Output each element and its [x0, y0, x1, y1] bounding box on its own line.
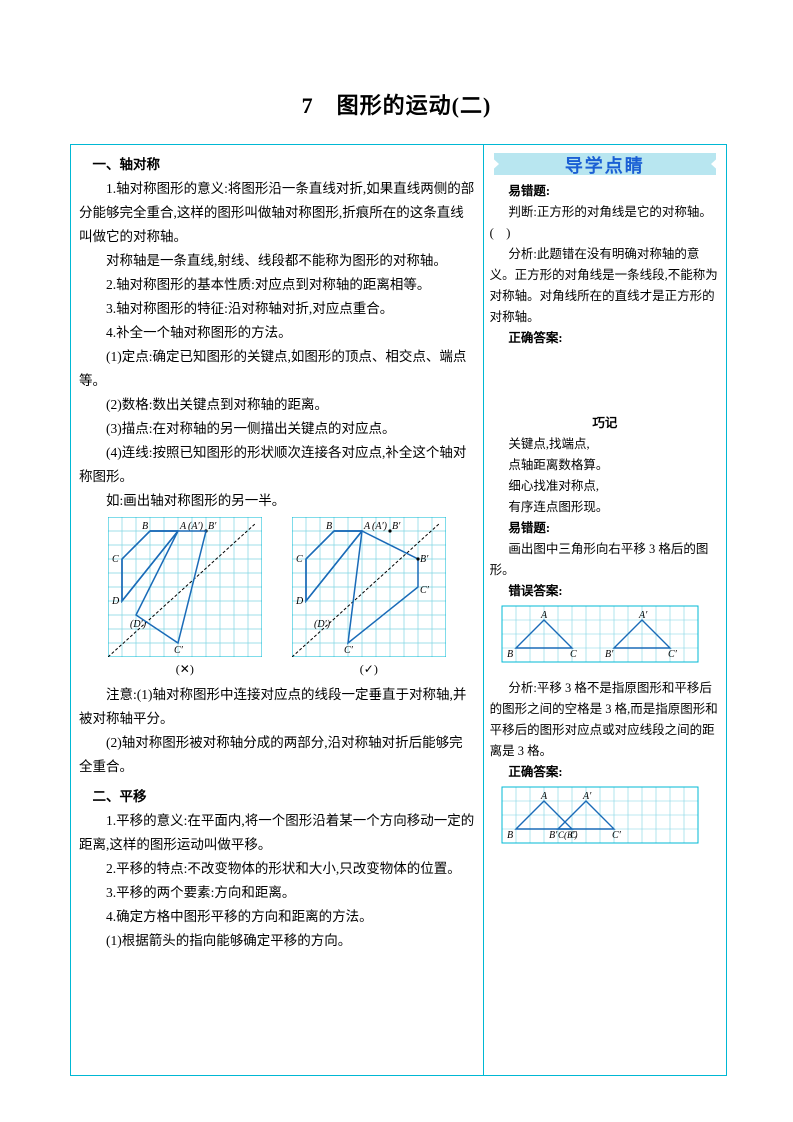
- svg-text:B: B: [507, 830, 513, 841]
- para-q3: 3.平移的两个要素:方向和距离。: [79, 881, 475, 905]
- page-title: 7 图形的运动(二): [0, 0, 793, 144]
- svg-text:C: C: [112, 554, 119, 565]
- para-5a: (1)定点:确定已知图形的关键点,如图形的顶点、相交点、端点等。: [79, 345, 475, 393]
- sidebar-r2: 分析:此题错在没有明确对称轴的意义。正方形的对角线是一条线段,不能称为对称轴。对…: [490, 244, 720, 328]
- sidebar-r5: 错误答案:: [490, 581, 720, 602]
- sidebar-m2: 点轴距离数格算。: [490, 455, 720, 476]
- sidebar-m4: 有序连点图形现。: [490, 497, 720, 518]
- main-column: 一、轴对称 1.轴对称图形的意义:将图形沿一条直线对折,如果直线两侧的部分能够完…: [71, 145, 484, 1075]
- figure-wrong: ABCD(A′)B′(D′)C′ (✕): [108, 517, 262, 680]
- figure-correct-label: (✓): [292, 659, 446, 680]
- sidebar-m1: 关键点,找端点,: [490, 434, 720, 455]
- section-2-heading: 二、平移: [79, 785, 475, 809]
- note-2: (2)轴对称图形被对称轴分成的两部分,沿对称轴对折后能够完全重合。: [79, 731, 475, 779]
- sidebar-h2: 巧记: [490, 413, 720, 434]
- svg-text:C′: C′: [668, 649, 678, 660]
- para-6: 如:画出轴对称图形的另一半。: [79, 489, 475, 513]
- para-q2: 2.平移的特点:不改变物体的形状和大小,只改变物体的位置。: [79, 857, 475, 881]
- svg-text:D: D: [111, 596, 120, 607]
- para-q4a: (1)根据箭头的指向能够确定平移的方向。: [79, 929, 475, 953]
- svg-text:A: A: [363, 521, 371, 532]
- svg-text:B: B: [507, 649, 513, 660]
- para-1: 1.轴对称图形的意义:将图形沿一条直线对折,如果直线两侧的部分能够完全重合,这样…: [79, 177, 475, 249]
- svg-text:A′: A′: [582, 791, 592, 802]
- sidebar-r4: 画出图中三角形向右平移 3 格后的图形。: [490, 539, 720, 581]
- figure-correct: A B C D (A′) B′ (D′) B′ C′ C′ (✓): [292, 517, 446, 680]
- sidebar-r1: 判断:正方形的对角线是它的对称轴。( ): [490, 202, 720, 244]
- svg-text:B′: B′: [420, 554, 429, 565]
- svg-text:C: C: [296, 554, 303, 565]
- svg-text:C′: C′: [174, 645, 184, 656]
- figure-wrong-label: (✕): [108, 659, 262, 680]
- svg-text:C′: C′: [344, 645, 354, 656]
- svg-text:B: B: [326, 521, 332, 532]
- note-1: 注意:(1)轴对称图形中连接对应点的线段一定垂直于对称轴,并被对称轴平分。: [79, 683, 475, 731]
- grid-correct-svg: A B C D (A′) B′ (D′) B′ C′ C′: [292, 517, 446, 657]
- correct-translation-svg: ABCA′B′C′C(B′): [500, 785, 710, 857]
- svg-text:B′: B′: [392, 521, 401, 532]
- svg-text:B′: B′: [208, 521, 217, 532]
- para-5: 4.补全一个轴对称图形的方法。: [79, 321, 475, 345]
- sidebar-h1: 易错题:: [490, 181, 720, 202]
- para-4: 3.轴对称图形的特征:沿对称轴对折,对应点重合。: [79, 297, 475, 321]
- sidebar-r7: 正确答案:: [490, 762, 720, 783]
- svg-text:B′: B′: [549, 830, 558, 841]
- para-3: 2.轴对称图形的基本性质:对应点到对称轴的距离相等。: [79, 273, 475, 297]
- symmetry-figures-row: A B C D (A′) B′ (D′) C′ (✕) A B C D (A′) B′ (D′) B′ C′ C…: [79, 517, 475, 680]
- svg-text:C: C: [570, 649, 577, 660]
- svg-text:C′: C′: [612, 830, 622, 841]
- svg-text:C(B′): C(B′): [558, 830, 577, 840]
- svg-text:(D′): (D′): [314, 619, 331, 630]
- para-5b: (2)数格:数出关键点到对称轴的距离。: [79, 393, 475, 417]
- para-5d: (4)连线:按照已知图形的形状顺次连接各对应点,补全这个轴对称图形。: [79, 441, 475, 489]
- svg-text:A′: A′: [638, 610, 648, 621]
- svg-text:B: B: [142, 521, 148, 532]
- para-q1: 1.平移的意义:在平面内,将一个图形沿着某一个方向移动一定的距离,这样的图形运动…: [79, 809, 475, 857]
- para-5c: (3)描点:在对称轴的另一侧描出关键点的对应点。: [79, 417, 475, 441]
- svg-text:C′: C′: [420, 585, 430, 596]
- sidebar-column: 导学点睛 易错题: 判断:正方形的对角线是它的对称轴。( ) 分析:此题错在没有…: [484, 145, 726, 1075]
- svg-text:B′: B′: [605, 649, 614, 660]
- wrong-translation-svg: A B C A′ B′ C′: [500, 604, 710, 676]
- sidebar-banner: 导学点睛: [490, 151, 720, 177]
- sidebar-r6: 分析:平移 3 格不是指原图形和平移后的图形之间的空格是 3 格,而是指原图形和…: [490, 678, 720, 762]
- sidebar-banner-text: 导学点睛: [490, 151, 720, 181]
- svg-text:(A′): (A′): [372, 521, 388, 532]
- svg-text:A: A: [540, 610, 548, 621]
- sidebar-r3: 正确答案:: [490, 328, 720, 349]
- section-1-heading: 一、轴对称: [79, 153, 475, 177]
- svg-text:D: D: [295, 596, 304, 607]
- sidebar-m3: 细心找准对称点,: [490, 476, 720, 497]
- para-q4: 4.确定方格中图形平移的方向和距离的方法。: [79, 905, 475, 929]
- grid-wrong-svg: ABCD(A′)B′(D′)C′: [108, 517, 262, 657]
- sidebar-h3: 易错题:: [490, 518, 720, 539]
- content-frame: 一、轴对称 1.轴对称图形的意义:将图形沿一条直线对折,如果直线两侧的部分能够完…: [70, 144, 727, 1076]
- svg-text:A: A: [540, 791, 548, 802]
- para-2: 对称轴是一条直线,射线、线段都不能称为图形的对称轴。: [79, 249, 475, 273]
